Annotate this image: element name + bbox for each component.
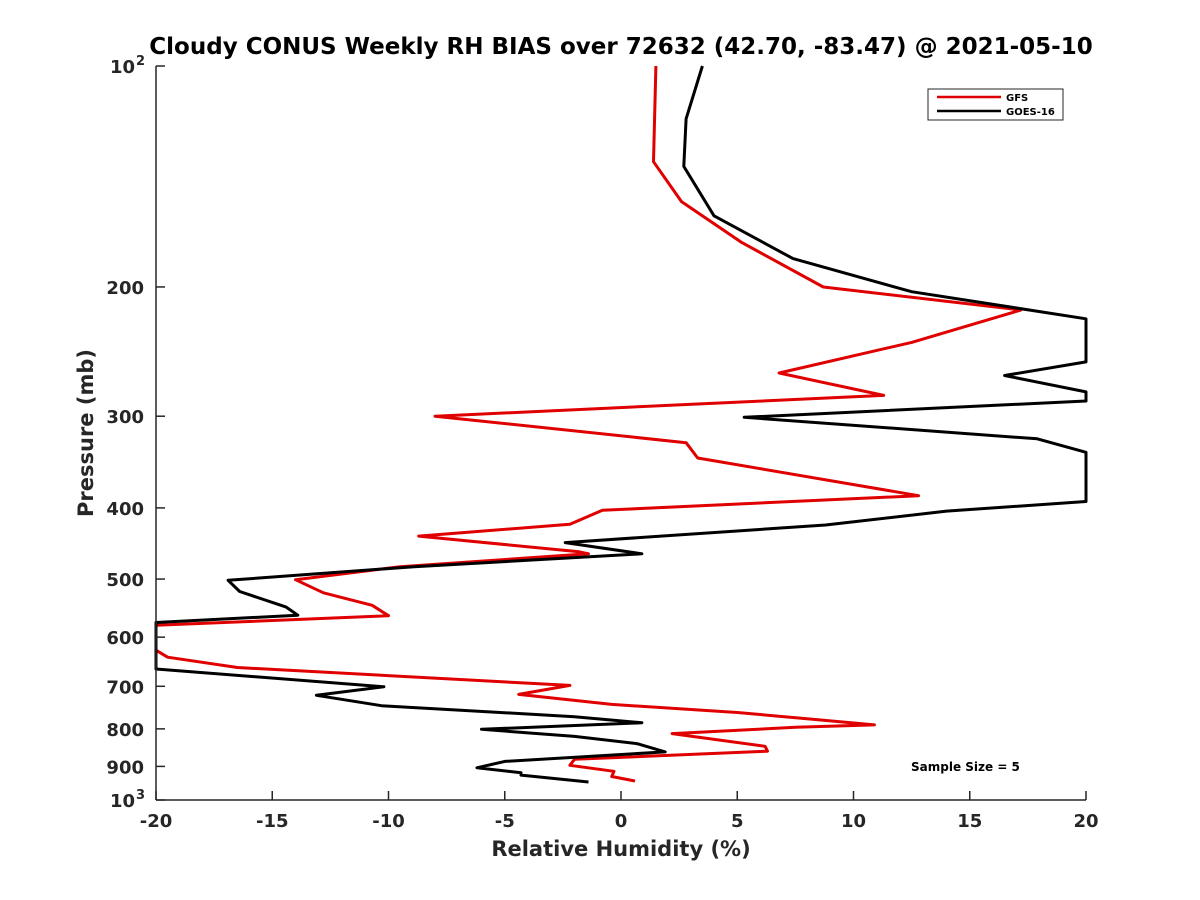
y-tick-label: 600 — [106, 628, 144, 649]
series-layer — [154, 65, 1088, 784]
legend-goes16-label: GOES-16 — [1006, 107, 1055, 118]
x-tick-label: -10 — [372, 811, 405, 832]
y-tick-label: 10 — [110, 57, 135, 78]
plot-area — [156, 66, 1086, 800]
y-tick-label: 900 — [106, 757, 144, 778]
x-tick-label: -20 — [140, 811, 173, 832]
x-axis-label: Relative Humidity (%) — [491, 837, 750, 861]
x-tick-label: 10 — [841, 811, 866, 832]
x-tick-label: 20 — [1073, 811, 1098, 832]
y-axis-label: Pressure (mb) — [74, 349, 98, 517]
y-tick-label: 700 — [106, 677, 144, 698]
chart-title: Cloudy CONUS Weekly RH BIAS over 72632 (… — [149, 34, 1092, 60]
y-tick-label: 300 — [106, 407, 144, 428]
y-tick-label: 400 — [106, 499, 144, 520]
y-tick-exponent: 3 — [136, 788, 145, 803]
x-tick-label: -5 — [495, 811, 515, 832]
y-tick-exponent: 2 — [136, 54, 145, 69]
y-tick-label: 200 — [106, 278, 144, 299]
x-tick-label: 15 — [957, 811, 982, 832]
x-tick-label: 0 — [615, 811, 628, 832]
x-tick-label: -15 — [256, 811, 289, 832]
legend-box — [927, 88, 1064, 121]
y-tick-label: 10 — [110, 791, 135, 812]
legend: GFS GOES-16 — [927, 88, 1064, 121]
x-tick-label: 5 — [731, 811, 744, 832]
legend-gfs-label: GFS — [1006, 93, 1028, 104]
series-line-gfs — [154, 65, 1023, 783]
x-axis-ticks: -20 -15 -10 -5 0 5 10 15 20 — [140, 791, 1099, 832]
y-tick-label: 500 — [106, 570, 144, 591]
series-line-goes-16 — [154, 65, 1088, 784]
sample-size-annotation: Sample Size = 5 — [911, 760, 1020, 774]
y-tick-label: 800 — [106, 720, 144, 741]
